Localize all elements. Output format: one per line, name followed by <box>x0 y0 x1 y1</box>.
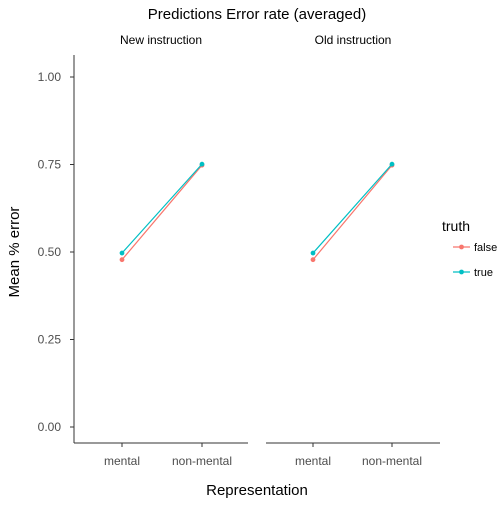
y-tick-label: 0.00 <box>38 420 62 434</box>
panel-1: New instruction 0.00 0.25 0.50 0.75 1.00 menta… <box>38 33 248 468</box>
panel-title: New instruction <box>120 33 202 47</box>
series-line-false <box>312 164 393 261</box>
data-point-false <box>119 257 125 263</box>
x-tick-label: mental <box>104 454 140 468</box>
y-tick-label: 1.00 <box>38 70 62 84</box>
x-tick-label: non-mental <box>362 454 422 468</box>
data-point-true <box>199 161 205 167</box>
series-line-true <box>312 163 393 254</box>
panel-title: Old instruction <box>315 33 392 47</box>
data-point-false <box>310 257 316 263</box>
legend-key-point <box>459 269 464 275</box>
legend-key-point <box>459 244 464 250</box>
x-axis-label: Representation <box>206 482 308 499</box>
legend-title: truth <box>442 218 470 234</box>
panel-2: Old instruction mental non-mental <box>266 33 440 468</box>
y-tick-label: 0.25 <box>38 333 62 347</box>
data-point-true <box>389 161 395 167</box>
legend-label: false <box>474 242 497 254</box>
chart-title: Predictions Error rate (averaged) <box>148 6 366 23</box>
data-point-true <box>310 250 316 256</box>
x-tick-label: non-mental <box>172 454 232 468</box>
y-axis-label: Mean % error <box>6 207 23 298</box>
y-tick-label: 0.75 <box>38 158 62 172</box>
series-line-false <box>121 164 203 261</box>
series-line-true <box>121 163 203 254</box>
y-tick-label: 0.50 <box>38 245 62 259</box>
legend: false true <box>453 242 497 279</box>
legend-label: true <box>474 267 493 279</box>
x-tick-label: mental <box>295 454 331 468</box>
panels: New instruction 0.00 0.25 0.50 0.75 1.00 menta… <box>38 33 440 468</box>
data-point-true <box>119 250 125 256</box>
